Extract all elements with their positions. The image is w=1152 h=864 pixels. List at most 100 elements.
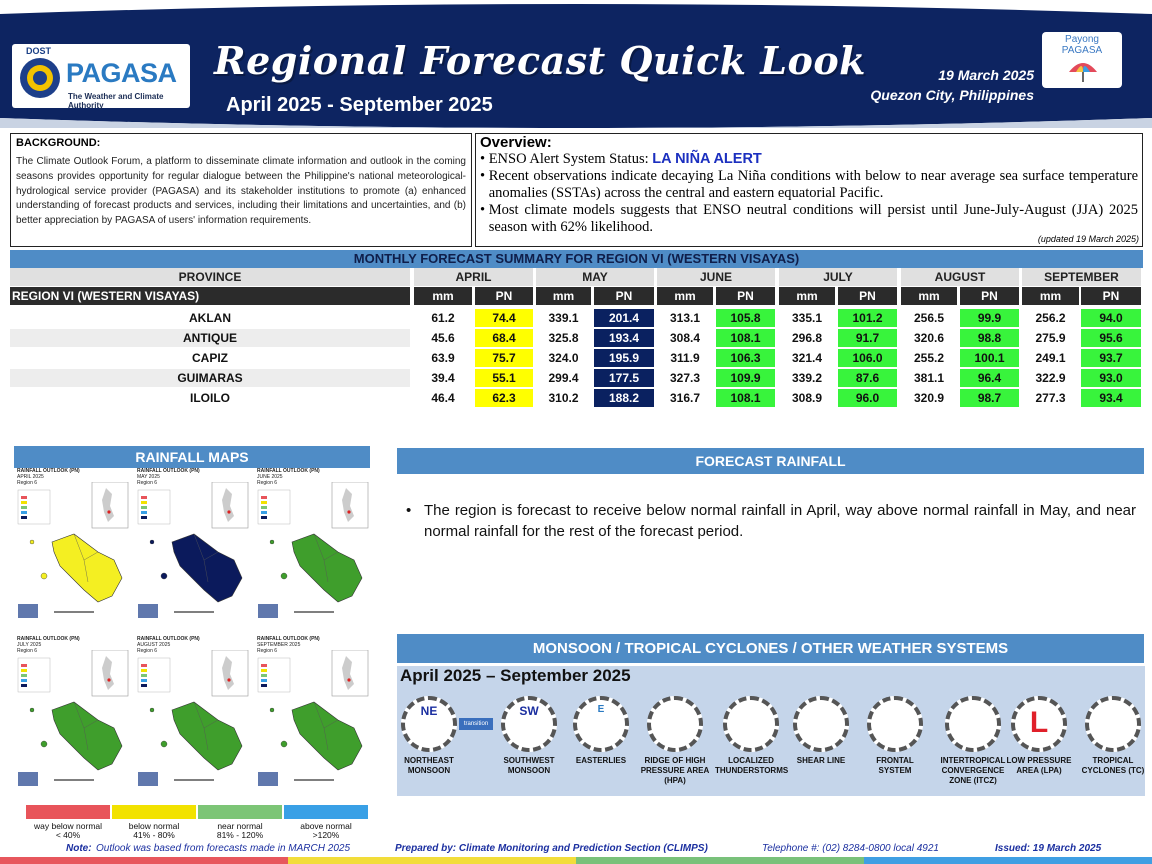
map-caption-line: Region 6	[257, 480, 278, 486]
legend-label-name: above normal	[300, 821, 352, 831]
map-caption-line: RAINFALL OUTLOOK (PN)	[17, 468, 80, 474]
mm-header: mm	[779, 287, 835, 305]
pn-header: PN	[1081, 287, 1141, 305]
issue-date: 19 March 2025	[938, 67, 1034, 83]
mm-cell: 316.7	[669, 391, 701, 405]
rainfall-map: RAINFALL OUTLOOK (PN) JUNE 2025 Region 6	[254, 468, 372, 632]
region-label: REGION VI (WESTERN VISAYAS)	[10, 287, 410, 305]
pn-cell: 96.4	[960, 369, 1019, 387]
map-caption-line: RAINFALL OUTLOOK (PN)	[17, 636, 80, 642]
weather-system-item: SW SOUTHWEST MONSOON	[493, 696, 565, 776]
map-caption-line: Region 6	[137, 648, 158, 654]
pn-cell: 96.0	[838, 389, 897, 407]
legend-label-name: near normal	[217, 821, 263, 831]
map-caption-line: MAY 2025	[137, 474, 160, 480]
itcz-icon	[945, 696, 1001, 752]
forecast-period: April 2025 - September 2025	[226, 94, 493, 116]
mm-cell: 335.1	[791, 311, 823, 325]
dost-label: DOST	[26, 46, 52, 56]
legend-swatch	[112, 805, 196, 819]
weather-system-abbr: NE	[420, 704, 438, 718]
weather-system-label: NORTHEAST MONSOON	[404, 756, 454, 775]
mm-cell: 321.4	[791, 351, 823, 365]
payong-pagasa-logo: Payong PAGASA	[1042, 32, 1122, 88]
month-header-august: AUGUST	[901, 268, 1019, 286]
pn-cell: 106.0	[838, 349, 897, 367]
overview-title: Overview:	[480, 134, 552, 151]
map-caption-line: SEPTEMBER 2025	[257, 642, 301, 648]
mm-cell: 296.8	[791, 331, 823, 345]
footer-note: Outlook was based from forecasts made in…	[96, 843, 350, 854]
page-title: Regional Forecast Quick Look	[214, 38, 867, 83]
background-panel: BACKGROUND: The Climate Outlook Forum, a…	[10, 133, 472, 247]
region-map-shape	[17, 482, 129, 618]
mm-cell: 61.2	[431, 311, 455, 325]
weather-system-item: TROPICAL CYCLONES (TC)	[1077, 696, 1149, 776]
mm-header: mm	[657, 287, 713, 305]
mm-cell: 339.2	[791, 371, 823, 385]
map-caption-line: Region 6	[17, 480, 38, 486]
easterlies-icon: E	[573, 696, 629, 752]
legend-label-range: < 40%	[55, 830, 81, 840]
province-cell: CAPIZ	[192, 351, 228, 365]
ridge-icon	[647, 696, 703, 752]
pn-header: PN	[475, 287, 533, 305]
rainfall-map: RAINFALL OUTLOOK (PN) AUGUST 2025 Region 6	[134, 636, 252, 800]
mm-cell: 339.1	[548, 311, 579, 325]
legend-label-name: below normal	[128, 821, 180, 831]
pn-cell: 106.3	[716, 349, 775, 367]
pn-cell: 108.1	[716, 389, 775, 407]
footer: Note: Outlook was based from forecasts m…	[10, 843, 1143, 857]
pn-cell: 75.7	[475, 349, 533, 367]
pn-cell: 101.2	[838, 309, 897, 327]
pn-cell: 98.8	[960, 329, 1019, 347]
mm-header: mm	[414, 287, 472, 305]
pn-header: PN	[594, 287, 654, 305]
pn-cell: 74.4	[475, 309, 533, 327]
background-title: BACKGROUND:	[16, 137, 101, 149]
weather-systems-period: April 2025 – September 2025	[400, 666, 631, 685]
mm-cell: 313.1	[669, 311, 701, 325]
mm-cell: 381.1	[913, 371, 945, 385]
province-cell: AKLAN	[189, 311, 231, 325]
footer-color-bar	[0, 857, 1152, 864]
region-map-shape	[257, 650, 369, 786]
rainfall-map: RAINFALL OUTLOOK (PN) MAY 2025 Region 6	[134, 468, 252, 632]
enso-alert-status: LA NIÑA ALERT	[652, 151, 762, 167]
tropical-cyclone-icon	[1085, 696, 1141, 752]
pn-cell: 201.4	[594, 309, 654, 327]
overview-enso-status: • ENSO Alert System Status: LA NIÑA ALER…	[480, 151, 762, 167]
pn-cell: 105.8	[716, 309, 775, 327]
mm-cell: 320.9	[913, 391, 945, 405]
agency-name: PAGASA	[66, 58, 177, 88]
legend-label-range: 81% - 120%	[216, 830, 264, 840]
mm-cell: 308.4	[669, 331, 701, 345]
southwest-monsoon-icon: SW	[501, 696, 557, 752]
frontal-system-icon	[867, 696, 923, 752]
pagasa-seal-icon	[20, 58, 60, 98]
rainfall-map: RAINFALL OUTLOOK (PN) JULY 2025 Region 6	[14, 636, 132, 800]
legend-label-range: 41% - 80%	[133, 830, 175, 840]
weather-system-label: LOW PRESSURE AREA (LPA)	[1006, 756, 1072, 775]
weather-system-item: LOCALIZED THUNDERSTORMS	[715, 696, 788, 776]
legend-swatch	[284, 805, 368, 819]
region-map-shape	[137, 650, 249, 786]
month-header-may: MAY	[536, 268, 654, 286]
forecast-rainfall-title: FORECAST RAINFALL	[397, 448, 1144, 474]
weather-system-item: RIDGE OF HIGH PRESSURE AREA (HPA)	[639, 696, 711, 786]
legend-swatch	[198, 805, 282, 819]
map-caption-line: RAINFALL OUTLOOK (PN)	[137, 468, 200, 474]
mm-cell: 325.8	[548, 331, 579, 345]
pn-cell: 62.3	[475, 389, 533, 407]
month-header-june: JUNE	[657, 268, 775, 286]
pn-cell: 94.0	[1081, 309, 1141, 327]
map-caption-line: AUGUST 2025	[137, 642, 171, 648]
weather-system-label: INTERTROPICAL CONVERGENCE ZONE (ITCZ)	[940, 756, 1006, 785]
region-map-shape	[17, 650, 129, 786]
weather-system-item: INTERTROPICAL CONVERGENCE ZONE (ITCZ)	[937, 696, 1009, 786]
weather-system-label: SHEAR LINE	[796, 756, 846, 765]
map-caption-line: Region 6	[137, 480, 158, 486]
mm-cell: 256.5	[913, 311, 945, 325]
pn-cell: 98.7	[960, 389, 1019, 407]
weather-system-item: L LOW PRESSURE AREA (LPA)	[1003, 696, 1075, 776]
